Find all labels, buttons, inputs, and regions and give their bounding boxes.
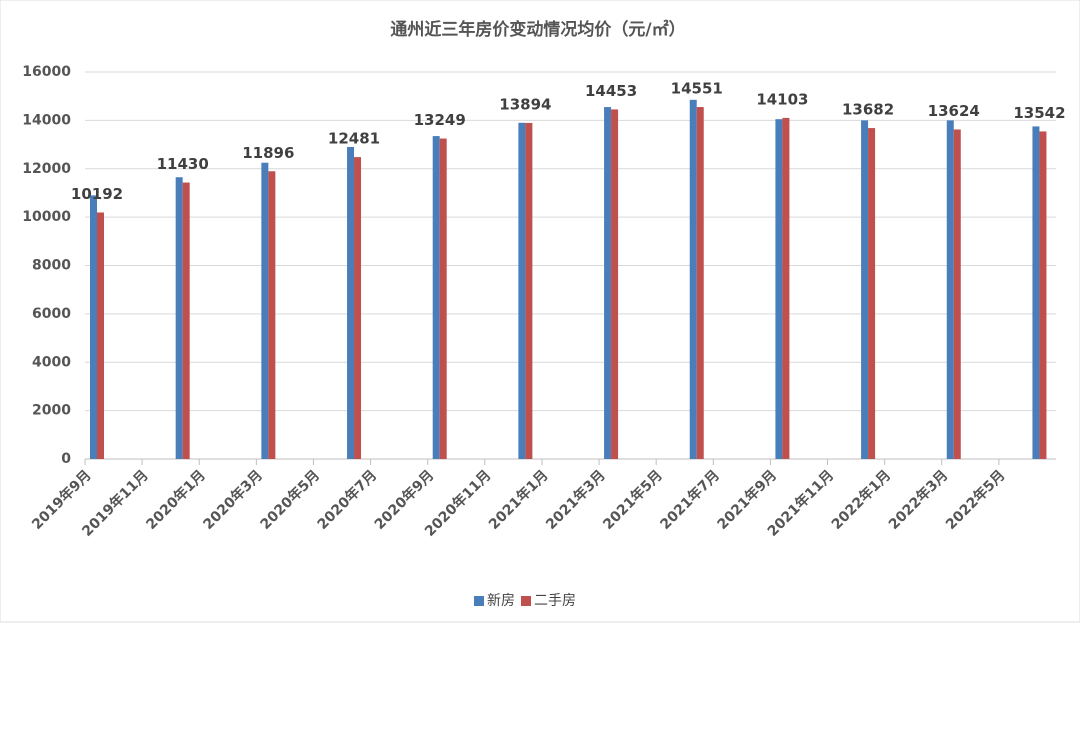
chart-area	[0, 0, 1080, 623]
bar	[611, 109, 619, 459]
y-tick-label: 12000	[22, 161, 71, 177]
y-tick-label: 2000	[32, 403, 71, 419]
legend-swatch	[474, 596, 484, 606]
bar	[689, 99, 697, 460]
legend-label: 二手房	[534, 593, 576, 609]
y-tick-label: 14000	[22, 112, 71, 128]
bar	[775, 119, 783, 460]
y-tick-label: 4000	[32, 354, 71, 370]
value-label: 13624	[928, 102, 980, 120]
bar	[696, 107, 704, 460]
bar	[525, 122, 533, 459]
y-tick-label: 0	[61, 451, 71, 467]
value-label: 14103	[756, 90, 808, 108]
bar	[953, 129, 961, 460]
value-label: 13542	[1013, 104, 1065, 122]
legend-swatch	[521, 596, 531, 606]
bar	[1032, 126, 1040, 459]
value-label: 13894	[499, 95, 551, 113]
bar	[90, 195, 97, 459]
bar	[782, 117, 790, 459]
bar	[946, 120, 954, 459]
value-label: 14453	[585, 82, 637, 100]
y-tick-label: 6000	[32, 306, 71, 322]
y-tick-label: 16000	[22, 64, 71, 80]
value-label: 13682	[842, 101, 894, 119]
bar	[175, 177, 183, 459]
bar	[347, 146, 355, 459]
bar	[439, 138, 447, 460]
bar	[432, 136, 440, 460]
value-label: 10192	[71, 185, 123, 203]
bar	[97, 212, 104, 459]
bar	[354, 157, 362, 459]
bar	[518, 122, 526, 459]
value-label: 11896	[242, 144, 294, 162]
bar	[1039, 131, 1047, 459]
value-label: 14551	[671, 80, 723, 98]
legend-label: 新房	[487, 593, 515, 609]
chart-title: 通州近三年房价变动情况均价（元/㎡）	[390, 19, 685, 40]
bar	[868, 128, 876, 459]
bar	[604, 107, 612, 460]
y-tick-label: 10000	[22, 209, 71, 225]
value-label: 11430	[157, 155, 209, 173]
bar	[268, 171, 276, 459]
y-tick-label: 8000	[32, 258, 71, 274]
bar	[861, 120, 869, 459]
value-label: 13249	[414, 111, 466, 129]
value-label: 12481	[328, 130, 380, 148]
bar	[182, 182, 190, 460]
bar	[261, 162, 269, 459]
